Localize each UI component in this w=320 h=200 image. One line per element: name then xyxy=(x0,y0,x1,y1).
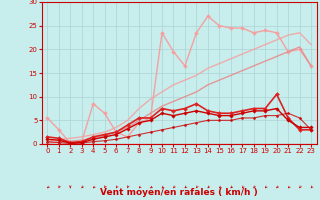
Text: Vent moyen/en rafales ( km/h ): Vent moyen/en rafales ( km/h ) xyxy=(100,188,258,197)
